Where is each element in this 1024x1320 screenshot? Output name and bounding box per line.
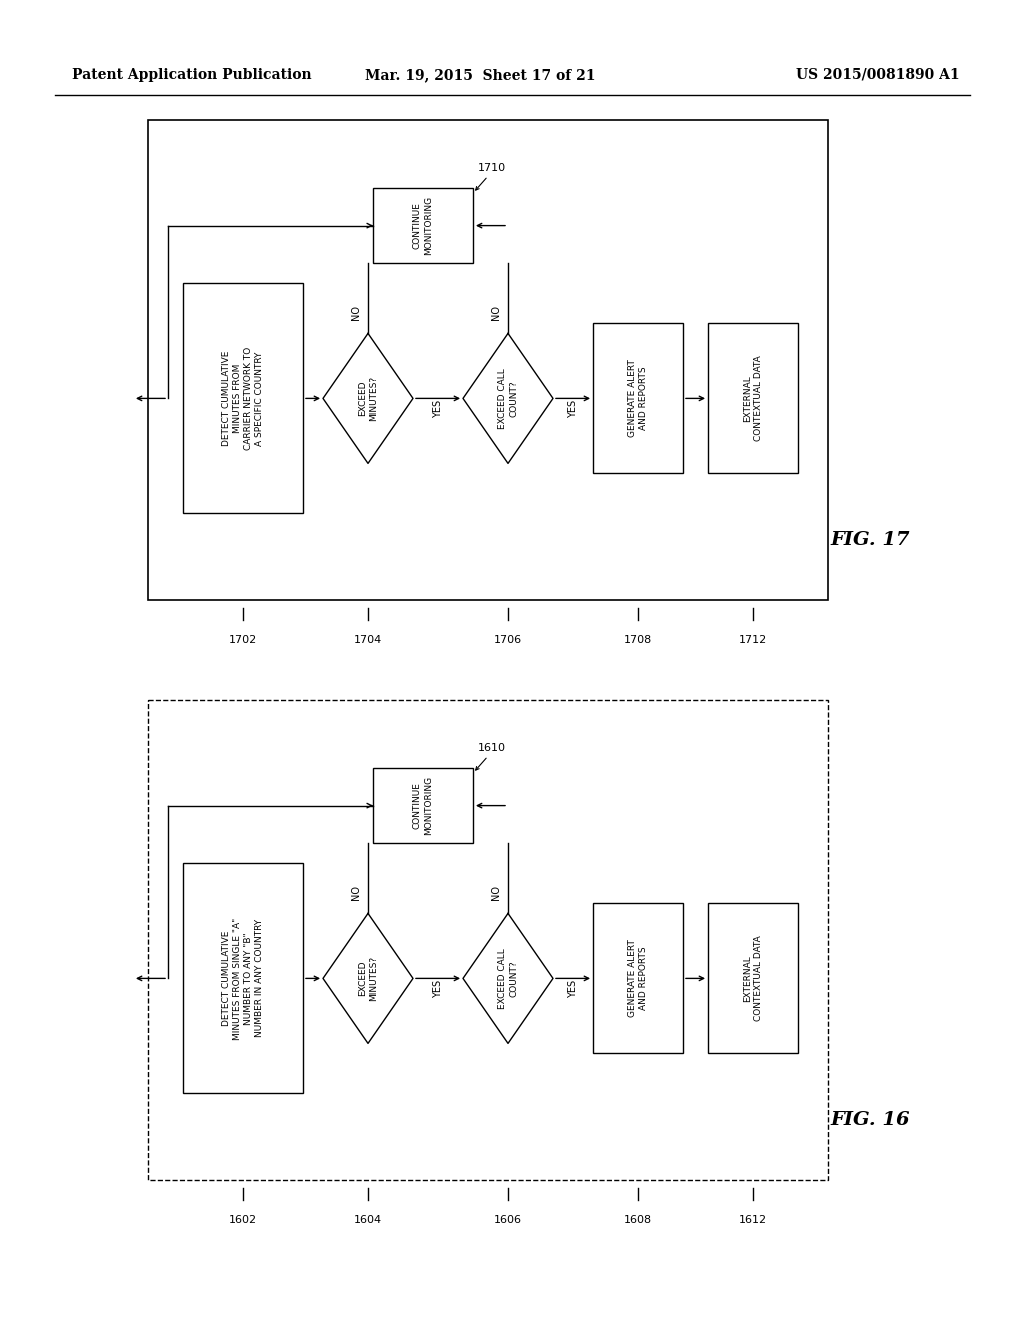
Text: FIG. 16: FIG. 16 xyxy=(830,1111,909,1129)
Text: 1606: 1606 xyxy=(494,1214,522,1225)
Text: NO: NO xyxy=(351,305,361,321)
Text: DETECT CUMULATIVE
MINUTES FROM
CARRIER NETWORK TO
A SPECIFIC COUNTRY: DETECT CUMULATIVE MINUTES FROM CARRIER N… xyxy=(222,347,264,450)
Polygon shape xyxy=(323,913,413,1043)
Text: CONTINUE
MONITORING: CONTINUE MONITORING xyxy=(413,197,433,255)
Text: DETECT CUMULATIVE
MINUTES FROM SINGLE "A"
NUMBER TO ANY "B"
NUMBER IN ANY COUNTR: DETECT CUMULATIVE MINUTES FROM SINGLE "A… xyxy=(222,917,264,1040)
Text: NO: NO xyxy=(490,886,501,900)
Text: EXCEED CALL
COUNT?: EXCEED CALL COUNT? xyxy=(498,948,518,1008)
Bar xyxy=(708,323,798,474)
Bar xyxy=(593,903,683,1053)
Text: 1708: 1708 xyxy=(624,635,652,645)
Polygon shape xyxy=(463,334,553,463)
Text: NO: NO xyxy=(351,886,361,900)
Text: YES: YES xyxy=(568,981,578,998)
Text: 1604: 1604 xyxy=(354,1214,382,1225)
Bar xyxy=(708,903,798,1053)
Text: 1602: 1602 xyxy=(229,1214,257,1225)
Text: Patent Application Publication: Patent Application Publication xyxy=(72,69,311,82)
Text: US 2015/0081890 A1: US 2015/0081890 A1 xyxy=(797,69,961,82)
Bar xyxy=(148,700,828,1180)
Text: 1712: 1712 xyxy=(739,635,767,645)
Text: 1702: 1702 xyxy=(229,635,257,645)
Text: Mar. 19, 2015  Sheet 17 of 21: Mar. 19, 2015 Sheet 17 of 21 xyxy=(365,69,595,82)
Text: 1608: 1608 xyxy=(624,1214,652,1225)
Text: FIG. 17: FIG. 17 xyxy=(830,531,909,549)
Bar xyxy=(148,120,828,601)
Text: GENERATE ALERT
AND REPORTS: GENERATE ALERT AND REPORTS xyxy=(628,940,648,1018)
Text: 1704: 1704 xyxy=(354,635,382,645)
Text: YES: YES xyxy=(568,400,578,418)
Text: EXCEED CALL
COUNT?: EXCEED CALL COUNT? xyxy=(498,368,518,429)
Polygon shape xyxy=(463,913,553,1043)
Text: 1610: 1610 xyxy=(478,743,506,754)
Text: 1612: 1612 xyxy=(739,1214,767,1225)
Text: CONTINUE
MONITORING: CONTINUE MONITORING xyxy=(413,776,433,836)
Text: EXTERNAL
CONTEXTUAL DATA: EXTERNAL CONTEXTUAL DATA xyxy=(743,936,763,1022)
Bar xyxy=(183,863,303,1093)
Polygon shape xyxy=(323,334,413,463)
Bar xyxy=(593,323,683,474)
Bar xyxy=(373,768,473,843)
Text: EXTERNAL
CONTEXTUAL DATA: EXTERNAL CONTEXTUAL DATA xyxy=(743,355,763,441)
Text: NO: NO xyxy=(490,305,501,321)
Text: YES: YES xyxy=(433,400,443,418)
Text: 1706: 1706 xyxy=(494,635,522,645)
Text: 1710: 1710 xyxy=(478,164,506,173)
Bar xyxy=(183,284,303,513)
Bar xyxy=(373,187,473,263)
Text: EXCEED
MINUTES?: EXCEED MINUTES? xyxy=(358,376,378,421)
Text: EXCEED
MINUTES?: EXCEED MINUTES? xyxy=(358,956,378,1001)
Text: YES: YES xyxy=(433,981,443,998)
Text: GENERATE ALERT
AND REPORTS: GENERATE ALERT AND REPORTS xyxy=(628,359,648,437)
